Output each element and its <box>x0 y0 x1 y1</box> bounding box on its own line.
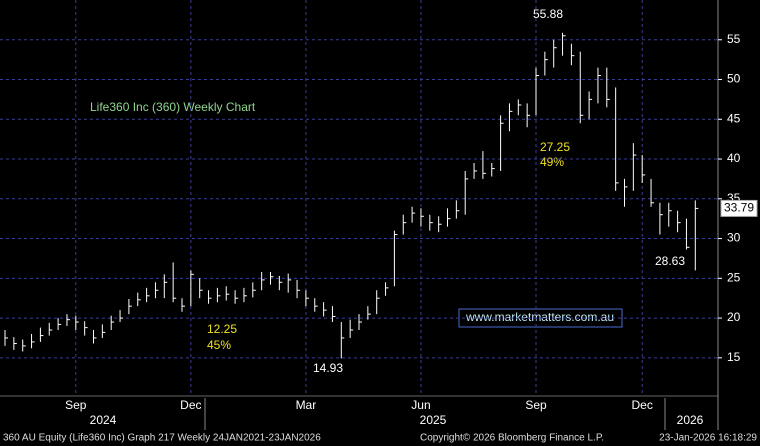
footer-left: 360 AU Equity (Life360 Inc) Graph 217 We… <box>3 433 321 444</box>
x-tick-label: Dec <box>632 398 653 412</box>
year-label: 2026 <box>677 413 704 427</box>
last-price: 33.79 <box>724 201 754 215</box>
annotation: 14.93 <box>313 361 343 375</box>
annotation: 45% <box>207 338 231 352</box>
annotation: 55.88 <box>533 7 563 21</box>
last-price-box <box>720 199 758 217</box>
annotation: 12.25 <box>207 322 237 336</box>
annotation: 49% <box>540 155 564 169</box>
year-label: 2025 <box>420 413 447 427</box>
footer-right: 23-Jan-2026 16:18:29 <box>659 433 757 444</box>
annotation: 28.63 <box>655 254 685 268</box>
watermark: www.marketmatters.com.au <box>465 310 614 324</box>
y-tick-label: 20 <box>727 310 741 324</box>
x-tick-label: Sep <box>65 398 87 412</box>
annotation: 27.25 <box>540 140 570 154</box>
y-tick-label: 40 <box>727 151 741 165</box>
x-tick-label: Jun <box>411 398 430 412</box>
y-tick-label: 30 <box>727 231 741 245</box>
y-tick-label: 55 <box>727 32 741 46</box>
x-tick-label: Mar <box>296 398 317 412</box>
x-tick-label: Sep <box>525 398 547 412</box>
year-label: 2024 <box>90 413 117 427</box>
y-tick-label: 25 <box>727 270 741 284</box>
y-tick-label: 15 <box>727 350 741 364</box>
y-tick-label: 50 <box>727 72 741 86</box>
x-tick-label: Dec <box>180 398 201 412</box>
y-tick-label: 45 <box>727 111 741 125</box>
chart-title: Life360 Inc (360) Weekly Chart <box>90 100 256 114</box>
footer-center: Copyright© 2026 Bloomberg Finance L.P. <box>420 433 604 444</box>
